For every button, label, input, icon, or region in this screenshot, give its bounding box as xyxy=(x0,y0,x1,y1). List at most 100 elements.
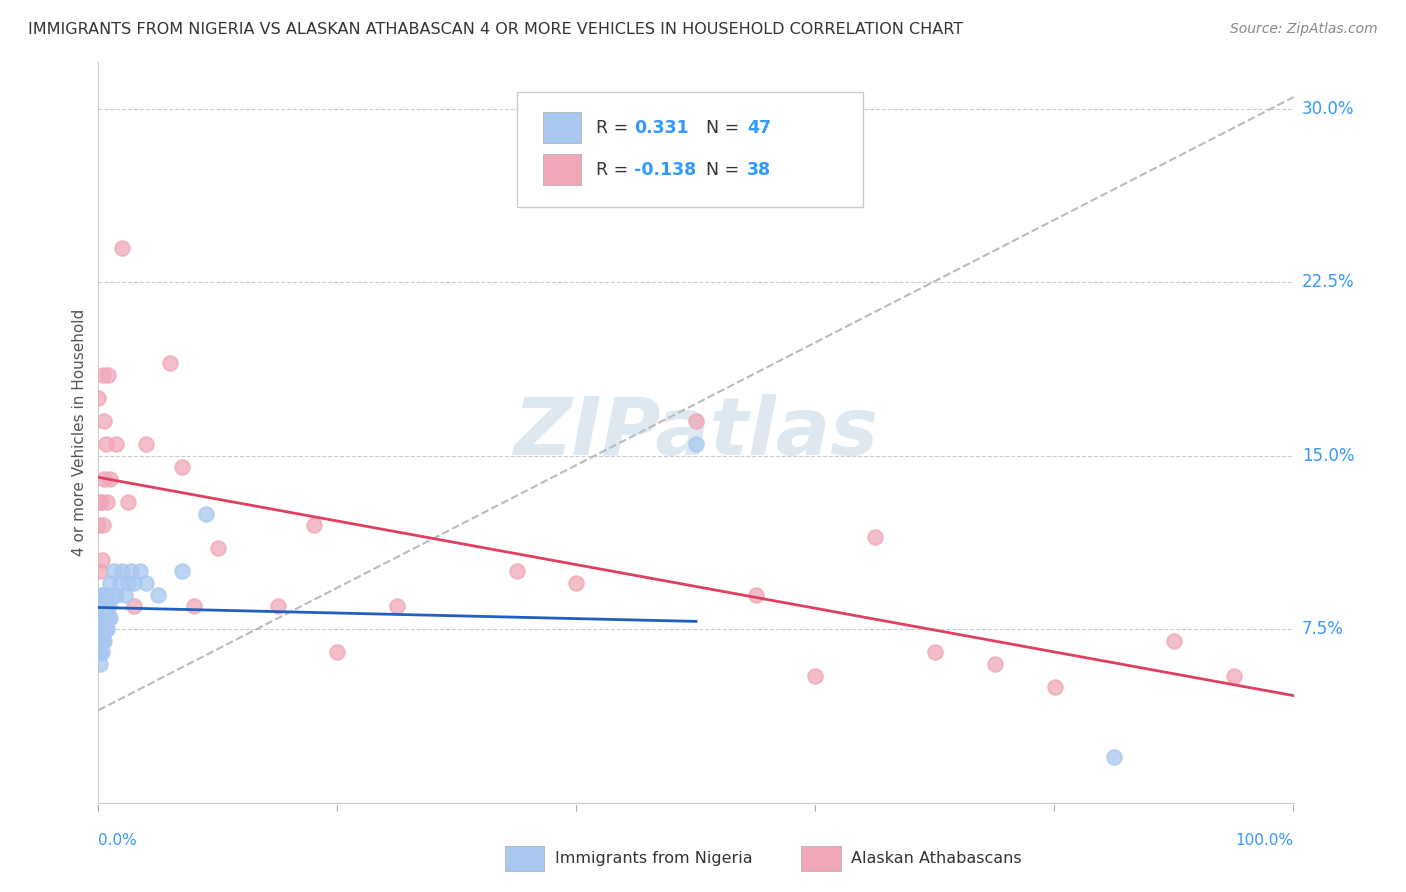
Text: 22.5%: 22.5% xyxy=(1302,273,1354,291)
Point xyxy=(111,240,134,255)
Point xyxy=(129,565,152,579)
Text: Immigrants from Nigeria: Immigrants from Nigeria xyxy=(555,851,752,866)
Point xyxy=(98,610,122,624)
Text: ZIPatlas: ZIPatlas xyxy=(513,393,879,472)
Point xyxy=(117,576,139,591)
Point xyxy=(97,368,120,382)
Point xyxy=(91,553,114,567)
Point xyxy=(148,588,170,602)
Point xyxy=(385,599,409,614)
Point xyxy=(108,576,131,591)
Point xyxy=(91,599,114,614)
Text: 100.0%: 100.0% xyxy=(1236,833,1294,848)
Point xyxy=(91,610,114,624)
Point xyxy=(90,622,112,636)
Point xyxy=(506,565,529,579)
Point xyxy=(804,668,827,682)
Point xyxy=(90,495,112,509)
Point xyxy=(302,518,325,533)
Point xyxy=(89,622,111,636)
Text: 47: 47 xyxy=(748,119,772,136)
Point xyxy=(91,633,114,648)
Point xyxy=(101,588,124,602)
Text: 0.331: 0.331 xyxy=(634,119,689,136)
Point xyxy=(93,414,115,428)
Point xyxy=(89,657,111,671)
Point xyxy=(1043,680,1066,694)
Point xyxy=(89,599,111,614)
Point xyxy=(565,576,588,591)
Point xyxy=(183,599,205,614)
Point xyxy=(90,610,112,624)
Point xyxy=(1223,668,1246,682)
Point xyxy=(89,565,111,579)
Point xyxy=(94,437,117,451)
Point xyxy=(685,437,707,451)
Point xyxy=(1104,749,1126,764)
Point xyxy=(91,588,114,602)
Text: R =: R = xyxy=(596,161,633,178)
Text: Alaskan Athabascans: Alaskan Athabascans xyxy=(852,851,1022,866)
FancyBboxPatch shape xyxy=(517,92,863,207)
Point xyxy=(98,576,122,591)
Point xyxy=(87,622,110,636)
Text: 38: 38 xyxy=(748,161,772,178)
Point xyxy=(90,645,112,659)
Bar xyxy=(543,112,581,143)
Point xyxy=(91,622,114,636)
Point xyxy=(91,645,114,659)
Text: R =: R = xyxy=(596,119,633,136)
Point xyxy=(207,541,229,556)
Point xyxy=(90,588,112,602)
Point xyxy=(124,599,146,614)
Point xyxy=(326,645,349,659)
Point xyxy=(91,368,114,382)
Point xyxy=(1163,633,1185,648)
Point xyxy=(745,588,768,602)
Point xyxy=(117,495,139,509)
Text: Source: ZipAtlas.com: Source: ZipAtlas.com xyxy=(1230,22,1378,37)
Point xyxy=(96,622,118,636)
Bar xyxy=(505,846,544,871)
Point xyxy=(98,472,122,486)
Point xyxy=(96,495,118,509)
Point xyxy=(120,565,142,579)
Point xyxy=(267,599,290,614)
Text: 0.0%: 0.0% xyxy=(98,833,138,848)
Bar xyxy=(543,154,581,186)
Text: IMMIGRANTS FROM NIGERIA VS ALASKAN ATHABASCAN 4 OR MORE VEHICLES IN HOUSEHOLD CO: IMMIGRANTS FROM NIGERIA VS ALASKAN ATHAB… xyxy=(28,22,963,37)
Point xyxy=(96,588,118,602)
Point xyxy=(87,645,110,659)
Point xyxy=(865,530,887,544)
Point xyxy=(135,576,157,591)
Point xyxy=(93,472,115,486)
Point xyxy=(172,460,194,475)
Text: 30.0%: 30.0% xyxy=(1302,100,1354,118)
Point xyxy=(124,576,146,591)
Text: N =: N = xyxy=(706,119,744,136)
Point xyxy=(89,495,111,509)
Point xyxy=(91,633,114,648)
Point xyxy=(87,391,110,405)
Point xyxy=(924,645,946,659)
Point xyxy=(984,657,1007,671)
Y-axis label: 4 or more Vehicles in Household: 4 or more Vehicles in Household xyxy=(72,309,87,557)
Point xyxy=(159,356,181,370)
Point xyxy=(172,565,194,579)
Text: N =: N = xyxy=(706,161,744,178)
Point xyxy=(93,599,115,614)
Point xyxy=(94,622,117,636)
Point xyxy=(105,437,128,451)
Point xyxy=(685,414,707,428)
Point xyxy=(135,437,157,451)
Point xyxy=(91,610,114,624)
Point xyxy=(93,633,115,648)
Point xyxy=(105,588,128,602)
Point xyxy=(195,507,218,521)
Point xyxy=(87,518,110,533)
Point xyxy=(114,588,136,602)
Point xyxy=(90,633,112,648)
Text: -0.138: -0.138 xyxy=(634,161,696,178)
Text: 15.0%: 15.0% xyxy=(1302,447,1354,465)
Point xyxy=(94,599,117,614)
